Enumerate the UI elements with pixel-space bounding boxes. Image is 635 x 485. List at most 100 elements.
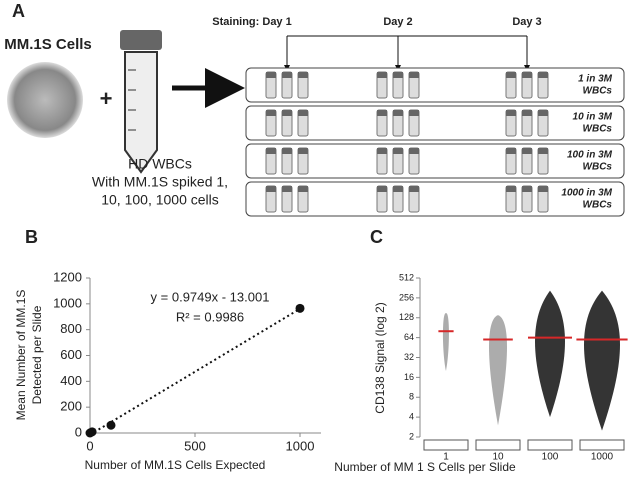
x-tick-label: 0 xyxy=(86,438,93,453)
mini-cap xyxy=(377,148,387,154)
mini-cap xyxy=(409,186,419,192)
swarm xyxy=(535,290,565,418)
y-tick-label: 600 xyxy=(60,347,82,362)
trendline xyxy=(89,307,301,436)
y-tick-label: 1000 xyxy=(53,295,82,310)
mini-cap xyxy=(266,72,276,78)
mini-cap xyxy=(282,110,292,116)
x-tick-label: 1000 xyxy=(591,452,614,463)
y-tick-label: 800 xyxy=(60,321,82,336)
mini-cap xyxy=(538,72,548,78)
row-label: 1 in 3M xyxy=(578,74,613,85)
mini-cap xyxy=(409,148,419,154)
row-label: 10 in 3M xyxy=(573,112,613,123)
mini-cap xyxy=(282,186,292,192)
mini-cap xyxy=(538,186,548,192)
wbc-text: 10, 100, 1000 cells xyxy=(101,192,219,208)
mini-cap xyxy=(266,110,276,116)
panel-letter: B xyxy=(25,227,38,247)
mini-cap xyxy=(298,148,308,154)
x-tick-label: 100 xyxy=(542,452,559,463)
mini-cap xyxy=(282,148,292,154)
category-box xyxy=(423,439,469,451)
y-tick-label: 4 xyxy=(409,412,414,422)
panel-letter: C xyxy=(370,227,383,247)
swarm xyxy=(489,315,507,426)
y-tick-label: 400 xyxy=(60,373,82,388)
row-label: 100 in 3M xyxy=(567,150,613,161)
mini-cap xyxy=(522,72,532,78)
mini-cap xyxy=(393,72,403,78)
mini-cap xyxy=(282,72,292,78)
mini-cap xyxy=(538,110,548,116)
mini-cap xyxy=(522,148,532,154)
day-label: Day 3 xyxy=(512,16,541,28)
mini-cap xyxy=(298,72,308,78)
y-axis-title: Detected per Slide xyxy=(30,305,44,404)
mini-cap xyxy=(506,110,516,116)
row-label: WBCs xyxy=(583,162,613,173)
mini-cap xyxy=(393,186,403,192)
mini-cap xyxy=(506,148,516,154)
wbc-text: HD WBCs xyxy=(128,156,192,172)
y-tick-label: 0 xyxy=(75,424,82,439)
swarm xyxy=(584,290,620,431)
y-tick-label: 200 xyxy=(60,399,82,414)
y-tick-label: 8 xyxy=(409,392,414,402)
annotation: R² = 0.9986 xyxy=(176,309,244,324)
mini-cap xyxy=(377,72,387,78)
y-tick-label: 64 xyxy=(404,332,414,342)
x-tick-label: 500 xyxy=(184,438,206,453)
row-label: 1000 in 3M xyxy=(561,188,612,199)
mini-cap xyxy=(298,186,308,192)
annotation: y = 0.9749x - 13.001 xyxy=(151,289,270,304)
day-label: Day 2 xyxy=(383,16,412,28)
swarm xyxy=(443,313,449,371)
cells-image xyxy=(7,62,83,138)
category-box xyxy=(579,439,625,451)
x-tick-label: 1000 xyxy=(286,438,315,453)
y-tick-label: 1200 xyxy=(53,269,82,284)
mini-cap xyxy=(522,186,532,192)
category-box xyxy=(527,439,573,451)
point xyxy=(87,427,97,437)
mini-cap xyxy=(522,110,532,116)
x-axis-title: Number of MM.1S Cells Expected xyxy=(85,458,266,472)
mini-cap xyxy=(377,186,387,192)
mini-cap xyxy=(266,148,276,154)
mini-cap xyxy=(377,110,387,116)
y-tick-label: 512 xyxy=(399,272,414,282)
y-tick-label: 32 xyxy=(404,352,414,362)
mini-cap xyxy=(506,72,516,78)
y-tick-label: 128 xyxy=(399,312,414,322)
category-box xyxy=(475,439,521,451)
mini-cap xyxy=(538,148,548,154)
mini-cap xyxy=(393,148,403,154)
mini-cap xyxy=(266,186,276,192)
row-label: WBCs xyxy=(583,124,613,135)
panel-letter: A xyxy=(12,1,25,21)
row-label: WBCs xyxy=(583,200,613,211)
y-axis-title: CD138 Signal (log 2) xyxy=(373,302,387,413)
y-axis-title: Mean Number of MM.1S xyxy=(14,290,28,421)
x-axis-title: Number of MM 1 S Cells per Slide xyxy=(334,460,516,474)
tube xyxy=(120,30,162,174)
plus: + xyxy=(100,86,113,111)
cells-title: MM.1S Cells xyxy=(4,36,92,53)
point xyxy=(295,303,305,313)
day-label: Staining: Day 1 xyxy=(212,16,291,28)
wbc-text: With MM.1S spiked 1, xyxy=(92,174,228,190)
mini-cap xyxy=(409,110,419,116)
x-tick-label: 1 xyxy=(443,452,449,463)
mini-cap xyxy=(298,110,308,116)
row-label: WBCs xyxy=(583,86,613,97)
mini-cap xyxy=(506,186,516,192)
y-tick-label: 2 xyxy=(409,431,414,441)
mini-cap xyxy=(393,110,403,116)
y-tick-label: 256 xyxy=(399,292,414,302)
x-tick-label: 10 xyxy=(492,452,504,463)
point xyxy=(106,420,116,430)
y-tick-label: 16 xyxy=(404,372,414,382)
mini-cap xyxy=(409,72,419,78)
